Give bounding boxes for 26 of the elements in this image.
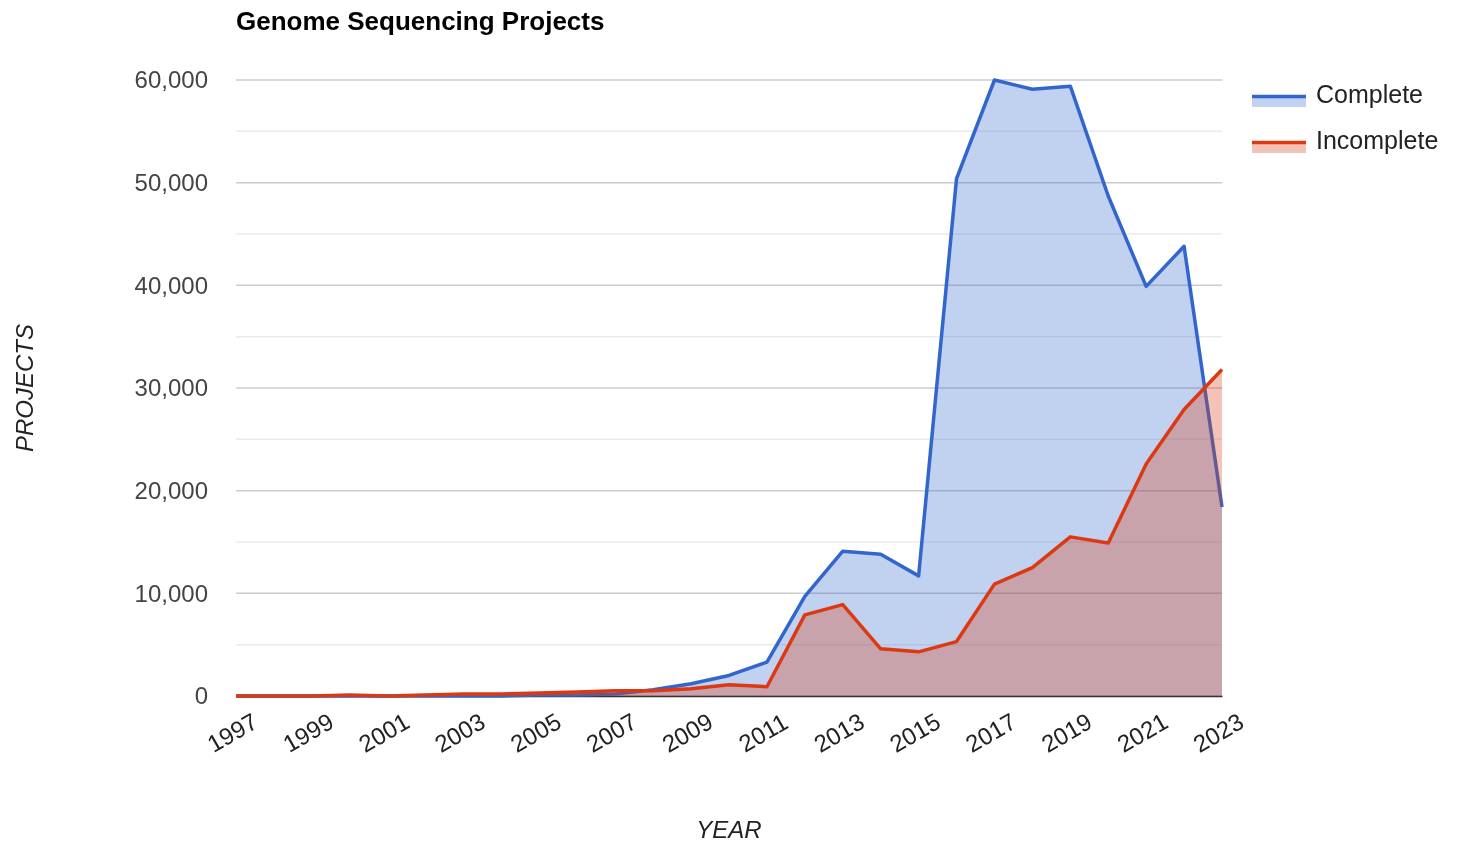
- x-tick-label: 2019: [1036, 707, 1097, 758]
- x-tick-label: 2013: [809, 707, 869, 758]
- x-axis-title: YEAR: [696, 816, 762, 843]
- y-tick-label: 20,000: [134, 476, 208, 504]
- x-tick-label: 2005: [505, 707, 566, 758]
- x-tick-label: 2021: [1112, 707, 1173, 758]
- legend-label: Complete: [1316, 80, 1423, 108]
- y-tick-label: 10,000: [134, 579, 208, 607]
- x-tick-label: 2017: [960, 707, 1021, 758]
- y-tick-label: 30,000: [134, 374, 208, 402]
- x-tick-label: 1999: [278, 707, 338, 758]
- y-tick-label: 40,000: [134, 271, 208, 299]
- y-tick-label: 60,000: [134, 66, 208, 94]
- x-tick-label: 2003: [429, 707, 490, 758]
- y-tick-label: 50,000: [134, 168, 208, 196]
- x-tick-label: 2023: [1188, 707, 1249, 758]
- y-tick-label: 0: [194, 682, 208, 710]
- chart-title: Genome Sequencing Projects: [236, 6, 605, 36]
- y-axis-title: PROJECTS: [11, 323, 38, 453]
- legend-label: Incomplete: [1316, 126, 1439, 154]
- x-tick-label: 1997: [202, 707, 263, 758]
- x-tick-label: 2015: [885, 707, 945, 758]
- x-tick-label: 2001: [354, 707, 414, 758]
- x-tick-label: 2009: [657, 707, 718, 758]
- x-tick-label: 2007: [581, 707, 642, 758]
- x-tick-label: 2011: [734, 708, 793, 758]
